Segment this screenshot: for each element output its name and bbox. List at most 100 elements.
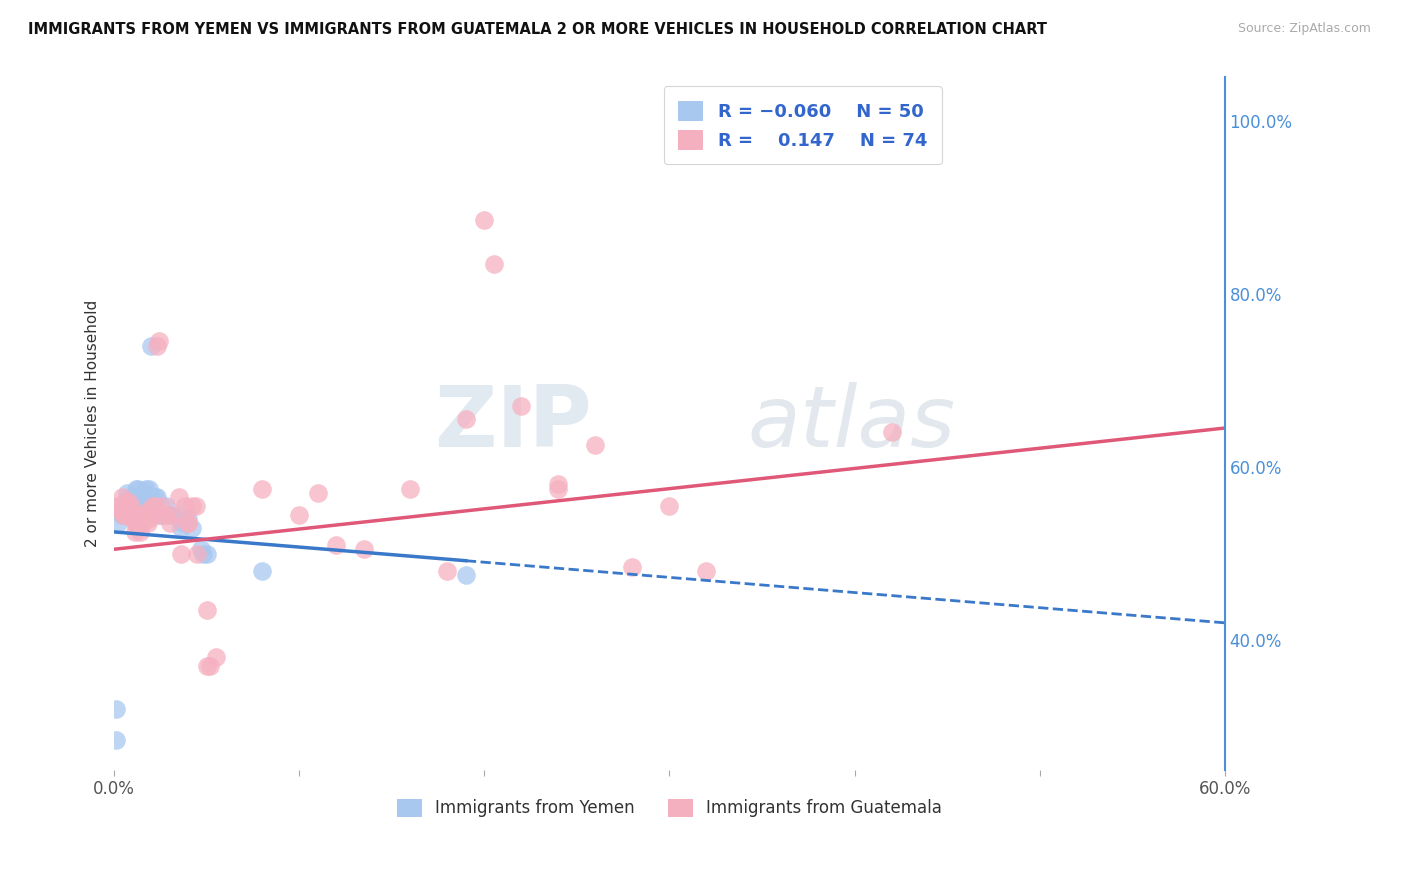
Point (145, 339, 167, 353)
Point (112, 508, 135, 522)
Point (118, 508, 141, 522)
Point (129, 494, 152, 508)
Point (136, 508, 159, 522)
Y-axis label: 2 or more Vehicles in Household: 2 or more Vehicles in Household (86, 300, 100, 548)
Point (177, 512, 200, 526)
Point (114, 508, 136, 522)
Point (145, 491, 167, 505)
Point (454, 412, 477, 426)
Text: Source: ZipAtlas.com: Source: ZipAtlas.com (1237, 22, 1371, 36)
Point (141, 508, 163, 522)
Point (114, 494, 136, 508)
Point (288, 508, 311, 522)
Point (120, 491, 142, 505)
Point (136, 491, 159, 505)
Point (131, 491, 153, 505)
Point (132, 508, 155, 522)
Point (880, 425, 903, 440)
Point (195, 659, 218, 673)
Point (252, 564, 274, 578)
Point (162, 508, 184, 522)
Point (124, 499, 146, 513)
Point (325, 538, 347, 552)
Point (107, 499, 129, 513)
Point (195, 603, 218, 617)
Point (143, 499, 166, 513)
Point (124, 491, 146, 505)
Point (129, 491, 152, 505)
Point (121, 494, 143, 508)
Point (135, 491, 157, 505)
Legend: Immigrants from Yemen, Immigrants from Guatemala: Immigrants from Yemen, Immigrants from G… (389, 792, 949, 824)
Point (105, 732, 128, 747)
Point (141, 339, 163, 353)
Point (159, 516, 181, 531)
Point (172, 516, 194, 531)
Point (150, 499, 173, 513)
Point (108, 499, 131, 513)
Point (155, 508, 177, 522)
Point (138, 503, 160, 517)
Point (121, 499, 143, 513)
Point (125, 516, 148, 531)
Point (583, 438, 606, 452)
Point (125, 499, 148, 513)
Point (195, 547, 218, 561)
Point (191, 547, 214, 561)
Point (138, 512, 160, 526)
Point (510, 400, 533, 414)
Point (170, 547, 193, 561)
Point (167, 508, 190, 522)
Point (143, 491, 166, 505)
Point (121, 508, 143, 522)
Point (127, 482, 149, 496)
Point (436, 564, 458, 578)
Point (472, 213, 495, 227)
Point (184, 499, 207, 513)
Point (190, 542, 212, 557)
Text: atlas: atlas (747, 382, 955, 466)
Point (118, 499, 141, 513)
Point (124, 516, 146, 531)
Point (141, 491, 163, 505)
Point (135, 482, 157, 496)
Point (127, 491, 149, 505)
Point (129, 524, 152, 539)
Point (141, 508, 163, 522)
Point (121, 508, 143, 522)
Point (200, 659, 222, 673)
Point (124, 508, 146, 522)
Point (112, 499, 135, 513)
Point (112, 508, 135, 522)
Point (118, 503, 141, 517)
Point (118, 494, 141, 508)
Point (399, 482, 422, 496)
Point (205, 650, 228, 665)
Point (148, 334, 170, 349)
Point (695, 564, 717, 578)
Point (120, 499, 142, 513)
Point (131, 508, 153, 522)
Point (149, 508, 172, 522)
Point (127, 516, 149, 531)
Point (110, 503, 132, 517)
Point (353, 542, 375, 557)
Point (115, 499, 138, 513)
Point (252, 482, 274, 496)
Point (107, 516, 129, 531)
Point (127, 508, 149, 522)
Point (138, 482, 160, 496)
Point (153, 508, 176, 522)
Point (181, 499, 204, 513)
Point (181, 520, 204, 534)
Point (125, 491, 148, 505)
Point (136, 516, 159, 531)
Point (131, 516, 153, 531)
Point (307, 486, 329, 500)
Point (547, 482, 569, 496)
Point (159, 508, 181, 522)
Point (120, 499, 142, 513)
Point (114, 508, 136, 522)
Point (124, 524, 146, 539)
Point (115, 486, 138, 500)
